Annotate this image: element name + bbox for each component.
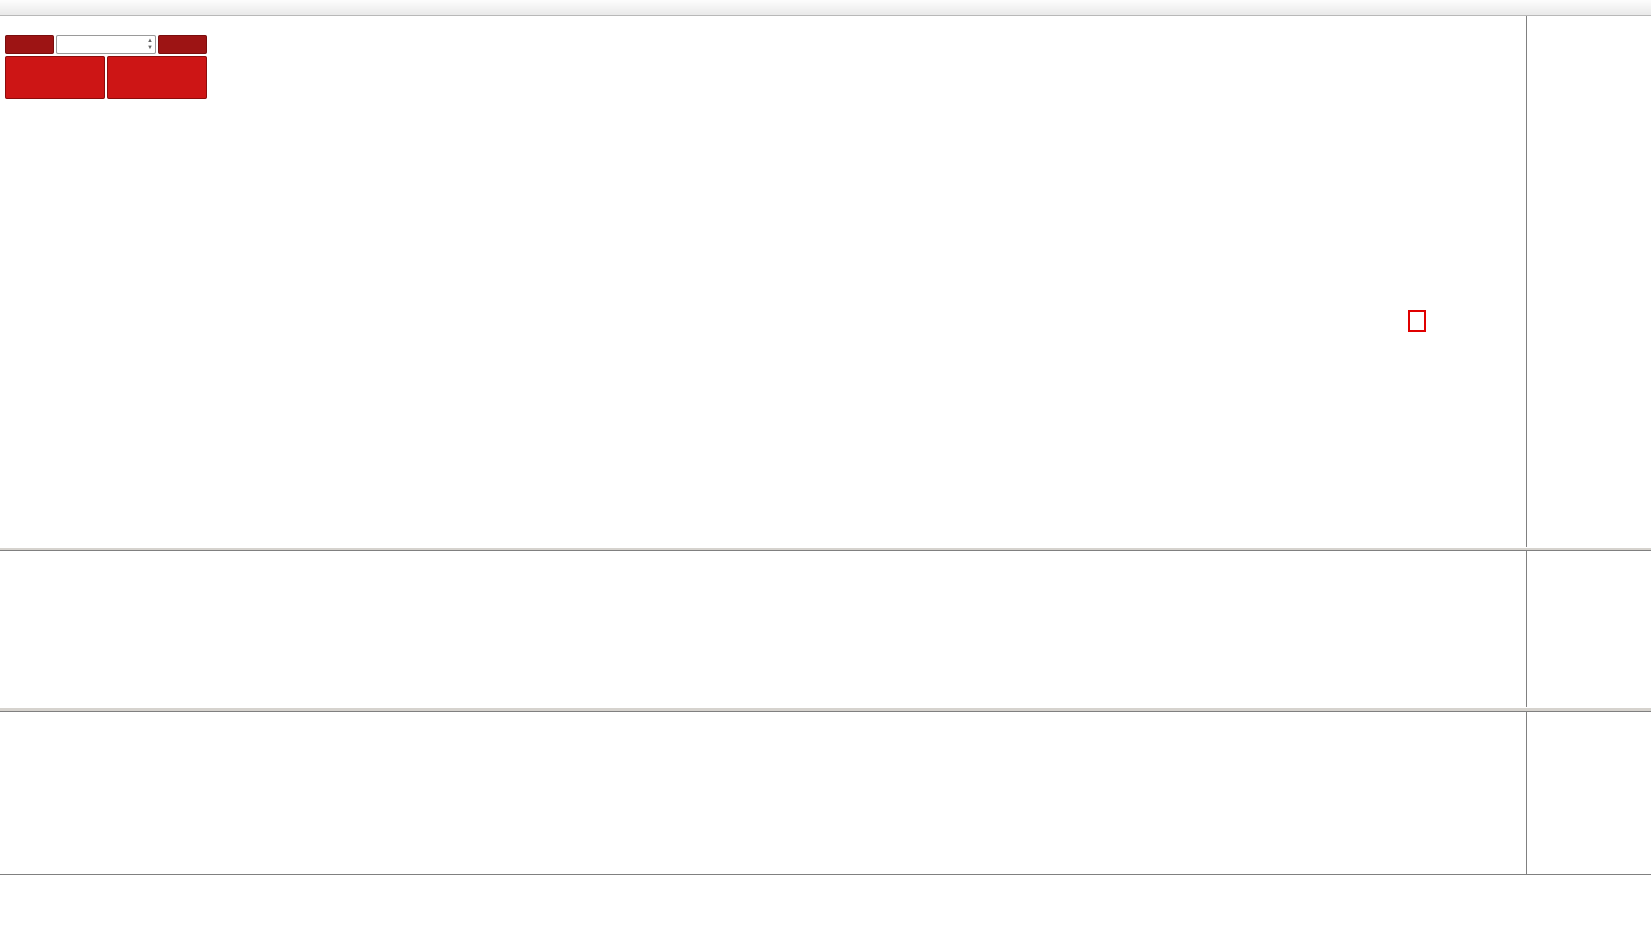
time-axis[interactable] xyxy=(0,874,1651,901)
one-click-trading-widget: ▲ ▼ xyxy=(5,35,207,99)
rsi-panel[interactable] xyxy=(0,712,1526,874)
price-chart[interactable] xyxy=(0,16,1526,547)
price-callout[interactable] xyxy=(1408,310,1426,332)
panel-separator[interactable] xyxy=(0,707,1651,712)
sell-button[interactable] xyxy=(5,35,54,54)
volume-spinner[interactable]: ▲ ▼ xyxy=(147,38,153,52)
buy-price-button[interactable] xyxy=(107,56,207,99)
rsi-indicator-label xyxy=(5,715,11,726)
price-axis[interactable] xyxy=(1526,16,1651,874)
panel-separator[interactable] xyxy=(0,547,1651,551)
buy-button[interactable] xyxy=(158,35,207,54)
sell-price-button[interactable] xyxy=(5,56,105,99)
chart-title xyxy=(6,19,18,30)
volume-input[interactable]: ▲ ▼ xyxy=(56,35,156,54)
spinner-up-icon[interactable]: ▲ xyxy=(147,38,153,44)
macd-panel[interactable] xyxy=(0,551,1526,707)
toolbar xyxy=(0,0,1651,16)
spinner-down-icon[interactable]: ▼ xyxy=(147,45,153,51)
macd-indicator-label xyxy=(5,554,17,565)
